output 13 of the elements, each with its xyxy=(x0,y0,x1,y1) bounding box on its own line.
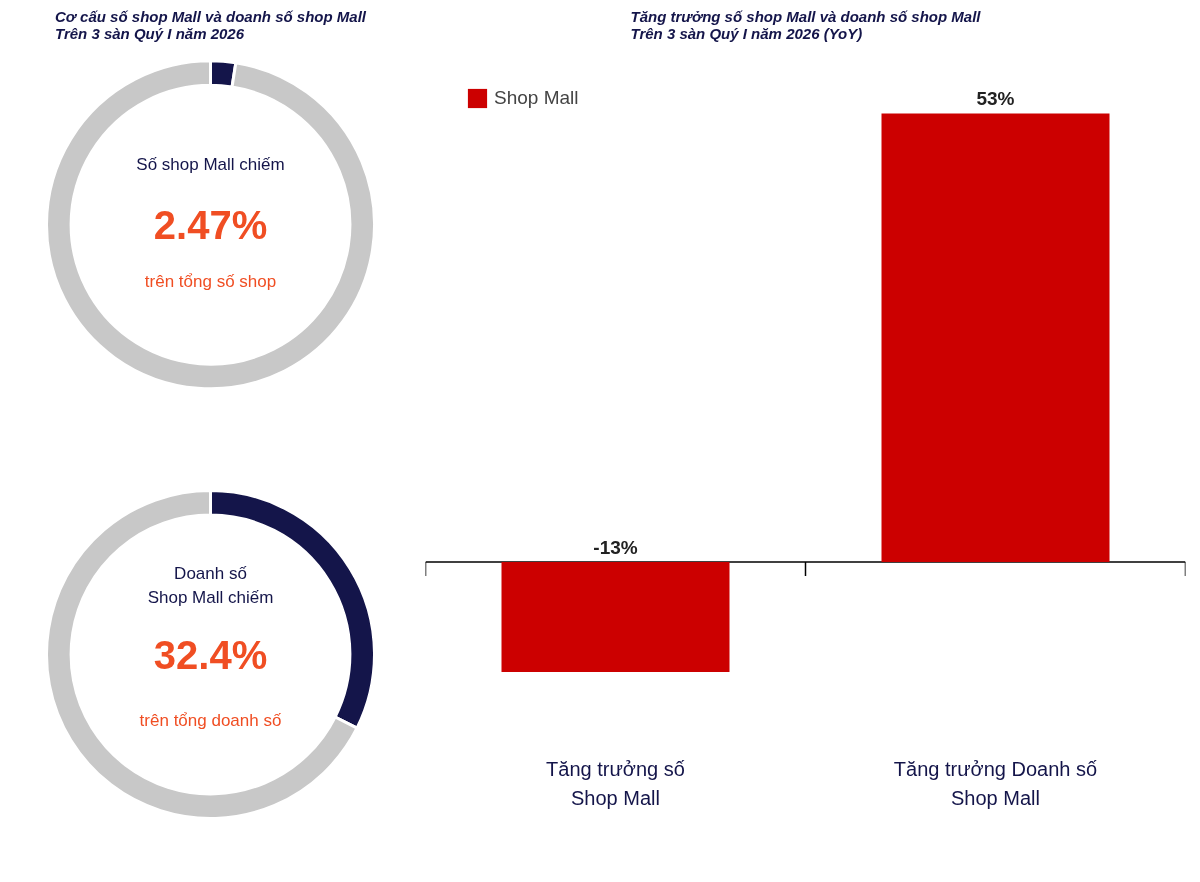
text: 2.47% xyxy=(153,202,268,247)
chart-title: Tăng trưởng số shop Mall và doanh số shop Mall Trên 3 sàn Quý I năm 2026 (YoY) xyxy=(630,7,982,42)
data-label: 53% xyxy=(976,88,1015,110)
x-tick-label: Tăng trưởng Doanh số Shop Mall xyxy=(893,758,1098,810)
text: 32.4% xyxy=(153,632,268,677)
legend-label: Shop Mall xyxy=(494,87,579,109)
data-label: -13% xyxy=(593,536,638,558)
text: trên tổng số shop xyxy=(144,272,277,292)
text: Doanh số Shop Mall chiếm xyxy=(147,563,274,608)
text: trên tổng doanh số xyxy=(139,710,282,730)
x-tick-label: Tăng trưởng số Shop Mall xyxy=(546,758,685,810)
chart-title: Cơ cấu số shop Mall và doanh số shop Mall Trên 3 sàn Quý I năm 2026 xyxy=(55,7,367,42)
text: Số shop Mall chiếm xyxy=(136,155,285,175)
